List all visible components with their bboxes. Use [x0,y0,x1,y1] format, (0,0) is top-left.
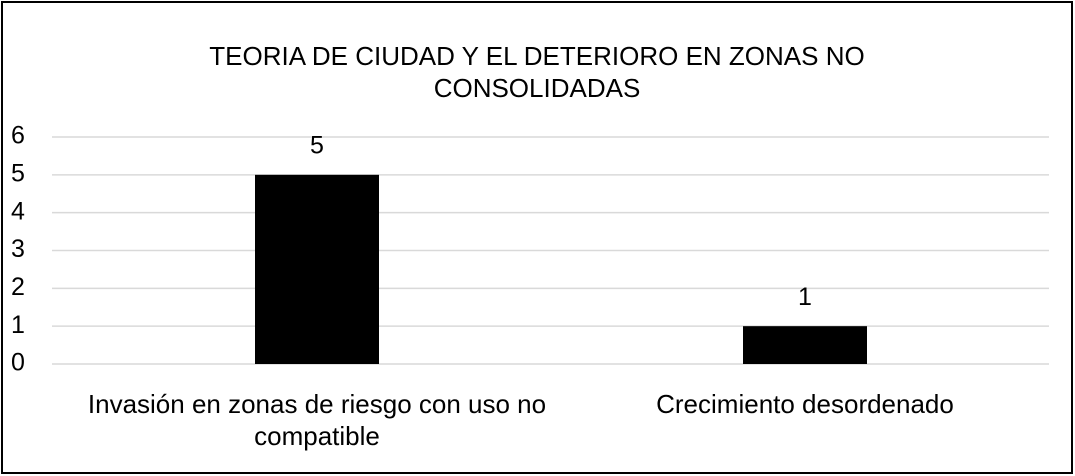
chart-title: TEORIA DE CIUDAD Y EL DETERIORO EN ZONAS… [209,41,865,103]
y-tick-label: 5 [11,159,25,187]
x-tick-label: Invasión en zonas de riesgo con uso no c… [87,389,547,451]
data-label: 5 [310,131,324,159]
x-tick-label: Crecimiento desordenado [656,389,954,419]
y-tick-label: 4 [11,197,25,225]
y-tick-label: 6 [11,122,25,150]
y-tick-label: 2 [11,273,25,301]
bar [743,326,867,364]
data-label: 1 [798,283,812,311]
y-tick-label: 0 [11,349,25,377]
bar [255,174,379,364]
y-tick-label: 3 [11,235,25,263]
y-tick-label: 1 [11,311,25,339]
